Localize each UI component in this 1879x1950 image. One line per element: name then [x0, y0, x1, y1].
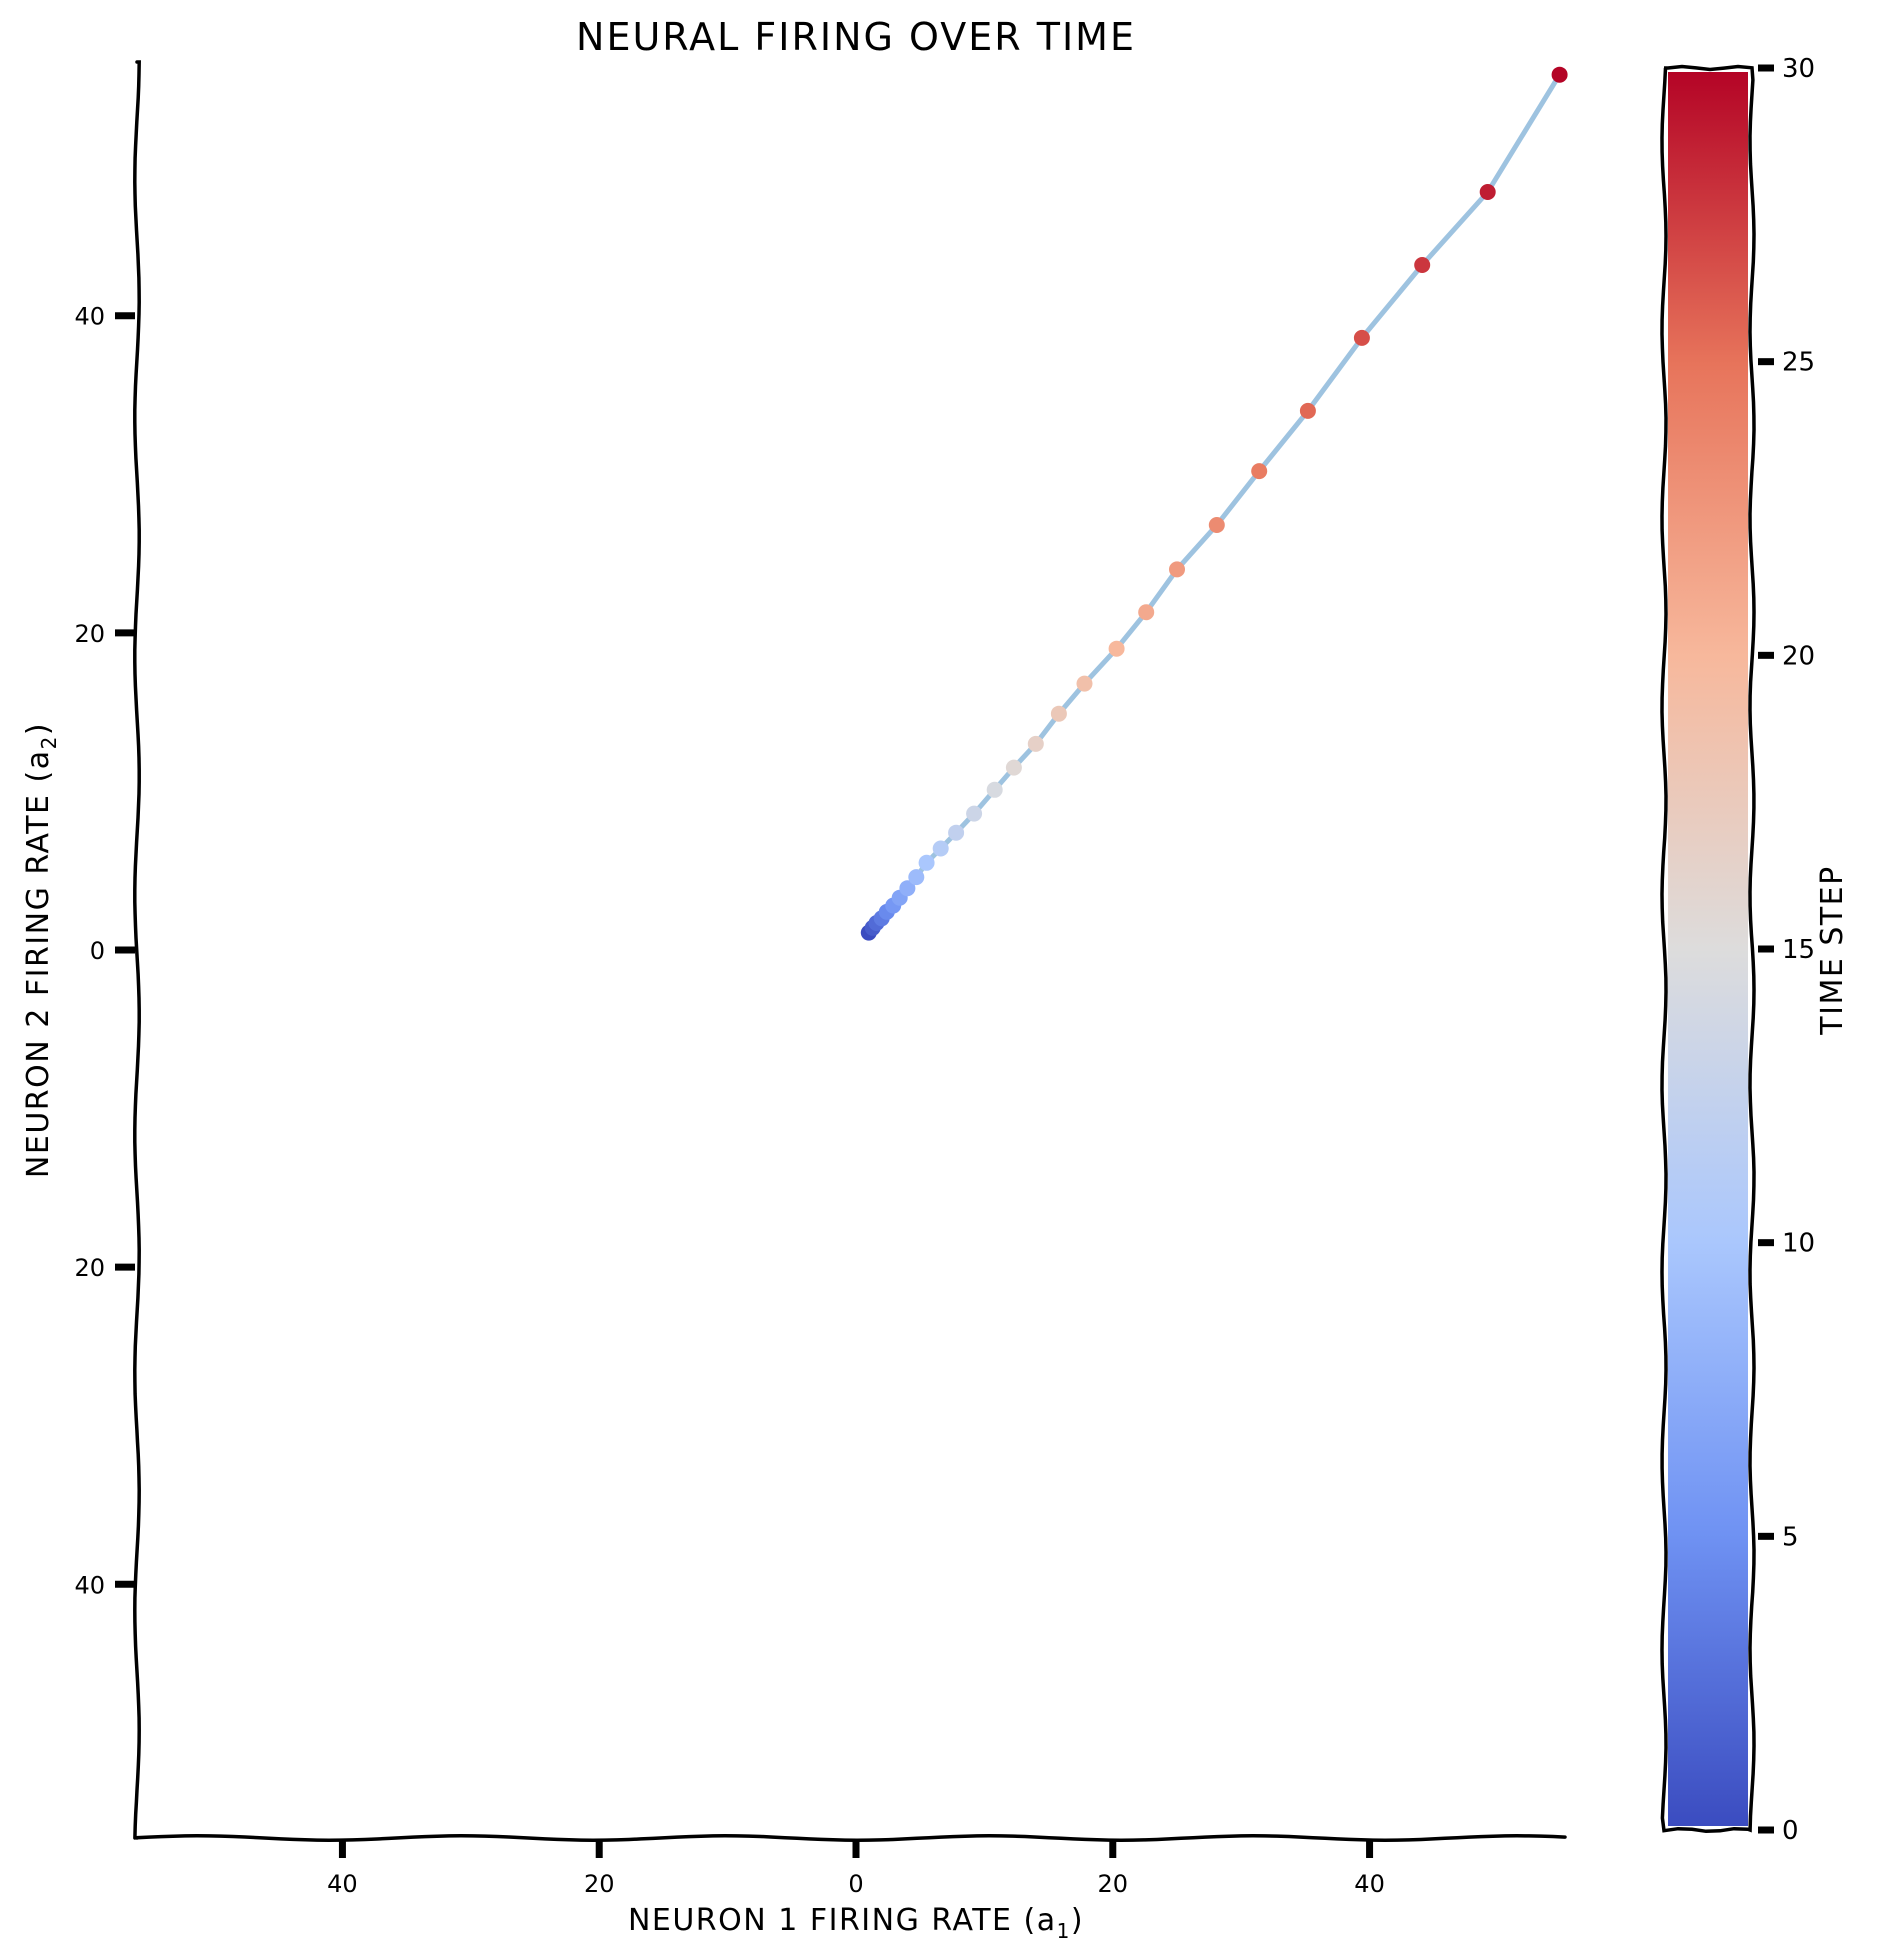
data-point: [1138, 604, 1155, 621]
y-tick-label: 0: [90, 937, 105, 965]
y-tick-label: 20: [74, 620, 105, 648]
data-point: [1005, 759, 1022, 776]
trajectory-line: [866, 73, 1562, 935]
data-point: [948, 824, 965, 841]
data-point: [1108, 640, 1125, 657]
y-axis-label: NEURON 2 FIRING RATE (a2): [21, 722, 61, 1178]
x-tick-label: 40: [327, 1870, 358, 1898]
data-point: [918, 854, 935, 871]
colorbar-tick-label: 5: [1782, 1522, 1799, 1552]
data-point: [908, 869, 925, 886]
x-axis-label-subscript: 1: [1057, 1919, 1071, 1943]
colorbar-tick-label: 30: [1782, 54, 1815, 84]
colorbar-gradient: [1668, 72, 1748, 1826]
y-axis-label-end: ): [21, 722, 56, 735]
colorbar-tick-label: 10: [1782, 1229, 1815, 1259]
colorbar-label: TIME STEP: [1815, 865, 1850, 1035]
y-axis-label-subscript: 2: [37, 735, 61, 749]
y-tick-label: 40: [74, 303, 105, 331]
data-point: [966, 805, 983, 822]
data-point: [1208, 517, 1225, 533]
x-axis-label-main: NEURON 1 FIRING RATE (a: [628, 1903, 1057, 1938]
colorbar-tick-label: 20: [1782, 641, 1815, 671]
colorbar-tick-label: 15: [1782, 935, 1815, 965]
colorbar-frame: [1660, 64, 1756, 1834]
x-tick-label: 20: [1098, 1870, 1129, 1898]
x-axis-spine: [135, 1834, 1567, 1842]
y-axis-spine: [133, 60, 141, 1840]
x-tick-label: 0: [848, 1870, 863, 1898]
y-axis-ticks: 40 20 0 20 40: [74, 303, 135, 1599]
data-point: [1027, 735, 1044, 752]
y-tick-label: 40: [74, 1571, 105, 1599]
x-tick-label: 20: [584, 1870, 615, 1898]
data-point: [986, 781, 1003, 798]
x-axis-label-end: ): [1071, 1903, 1084, 1938]
colorbar-tick-label: 25: [1782, 348, 1815, 378]
data-point: [1076, 675, 1093, 692]
data-point: [932, 840, 949, 857]
data-point: [1169, 561, 1185, 578]
y-axis-label-main: NEURON 2 FIRING RATE (a: [21, 749, 56, 1178]
x-axis-ticks: 40 20 0 20 40: [327, 1840, 1385, 1898]
data-point: [1353, 329, 1370, 346]
data-point: [1414, 257, 1431, 273]
data-point: [1251, 463, 1268, 480]
data-point: [1050, 705, 1067, 722]
data-point: [1551, 66, 1568, 83]
y-tick-label: 20: [74, 1254, 105, 1282]
x-tick-label: 40: [1354, 1870, 1385, 1898]
plot-area: [133, 60, 1568, 1842]
chart-title: NEURAL FIRING OVER TIME: [576, 15, 1136, 59]
colorbar: 0 5 10 15 20 25 30: [1660, 54, 1815, 1846]
x-axis-label: NEURON 1 FIRING RATE (a1): [628, 1903, 1084, 1943]
data-point: [1299, 402, 1316, 419]
data-point: [1479, 184, 1496, 200]
data-point: [899, 880, 916, 897]
colorbar-tick-label: 0: [1782, 1816, 1799, 1846]
